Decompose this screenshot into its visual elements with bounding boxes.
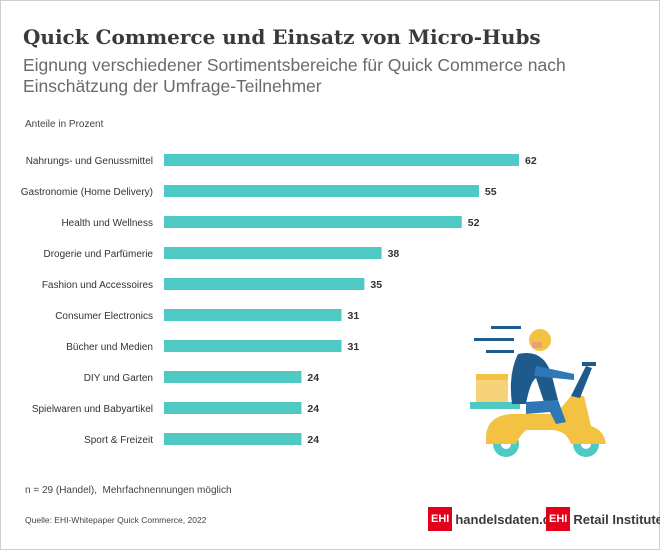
ehi-logo-box: EHI [428,507,453,531]
category-label: Nahrungs- und Genussmittel [26,156,153,167]
category-label: Bücher und Medien [66,342,153,353]
category-label: Sport & Freizeit [84,435,153,446]
retail-institute-text: Retail Institute [573,511,660,527]
bar [164,433,302,445]
bar-value-label: 52 [468,217,480,229]
footnote: n = 29 (Handel), Mehrfachnennungen mögli… [25,485,232,496]
bar [164,185,479,197]
bar-value-label: 24 [307,372,319,384]
bar [164,340,342,352]
delivery-scooter-rider-icon [470,326,606,457]
bar [164,309,342,321]
source-note: Quelle: EHI-Whitepaper Quick Commerce, 2… [25,515,207,525]
chart-subtitle: Eignung verschiedener Sortimentsbereiche… [23,55,566,96]
bar-chart: Nahrungs- und Genussmittel 62 Gastronomie … [21,154,606,457]
ehi-retail-institute-logo[interactable]: EHI Retail Institute® [546,506,660,532]
bar-value-label: 24 [307,434,319,446]
retail-institute-label: Retail Institute® [573,512,660,527]
category-label: Consumer Electronics [55,311,153,322]
bar-value-label: 35 [370,279,382,291]
bar-value-label: 24 [307,403,319,415]
unit-label: Anteile in Prozent [25,119,104,130]
handelsdaten-logo[interactable]: EHI handelsdaten.de [428,506,558,532]
category-label: Spielwaren und Babyartikel [32,404,153,415]
bar [164,154,519,166]
bar [164,278,365,290]
ehi-logo-box: EHI [546,507,571,531]
category-label: Health und Wellness [61,218,153,229]
bar-value-label: 55 [485,186,497,198]
chart-title: Quick Commerce und Einsatz von Micro-Hub… [23,25,541,49]
bar [164,247,382,259]
bar [164,402,302,414]
bar-value-label: 31 [348,310,360,322]
bar-value-label: 62 [525,155,537,167]
category-label: DIY und Garten [84,373,153,384]
category-label: Gastronomie (Home Delivery) [21,187,153,198]
bar [164,216,462,228]
bar-value-label: 31 [348,341,360,353]
category-label: Drogerie und Parfümerie [44,249,154,260]
handelsdaten-label: handelsdaten.de [455,511,558,527]
bar [164,371,302,383]
category-label: Fashion und Accessoires [42,280,153,291]
bar-value-label: 38 [388,248,400,260]
